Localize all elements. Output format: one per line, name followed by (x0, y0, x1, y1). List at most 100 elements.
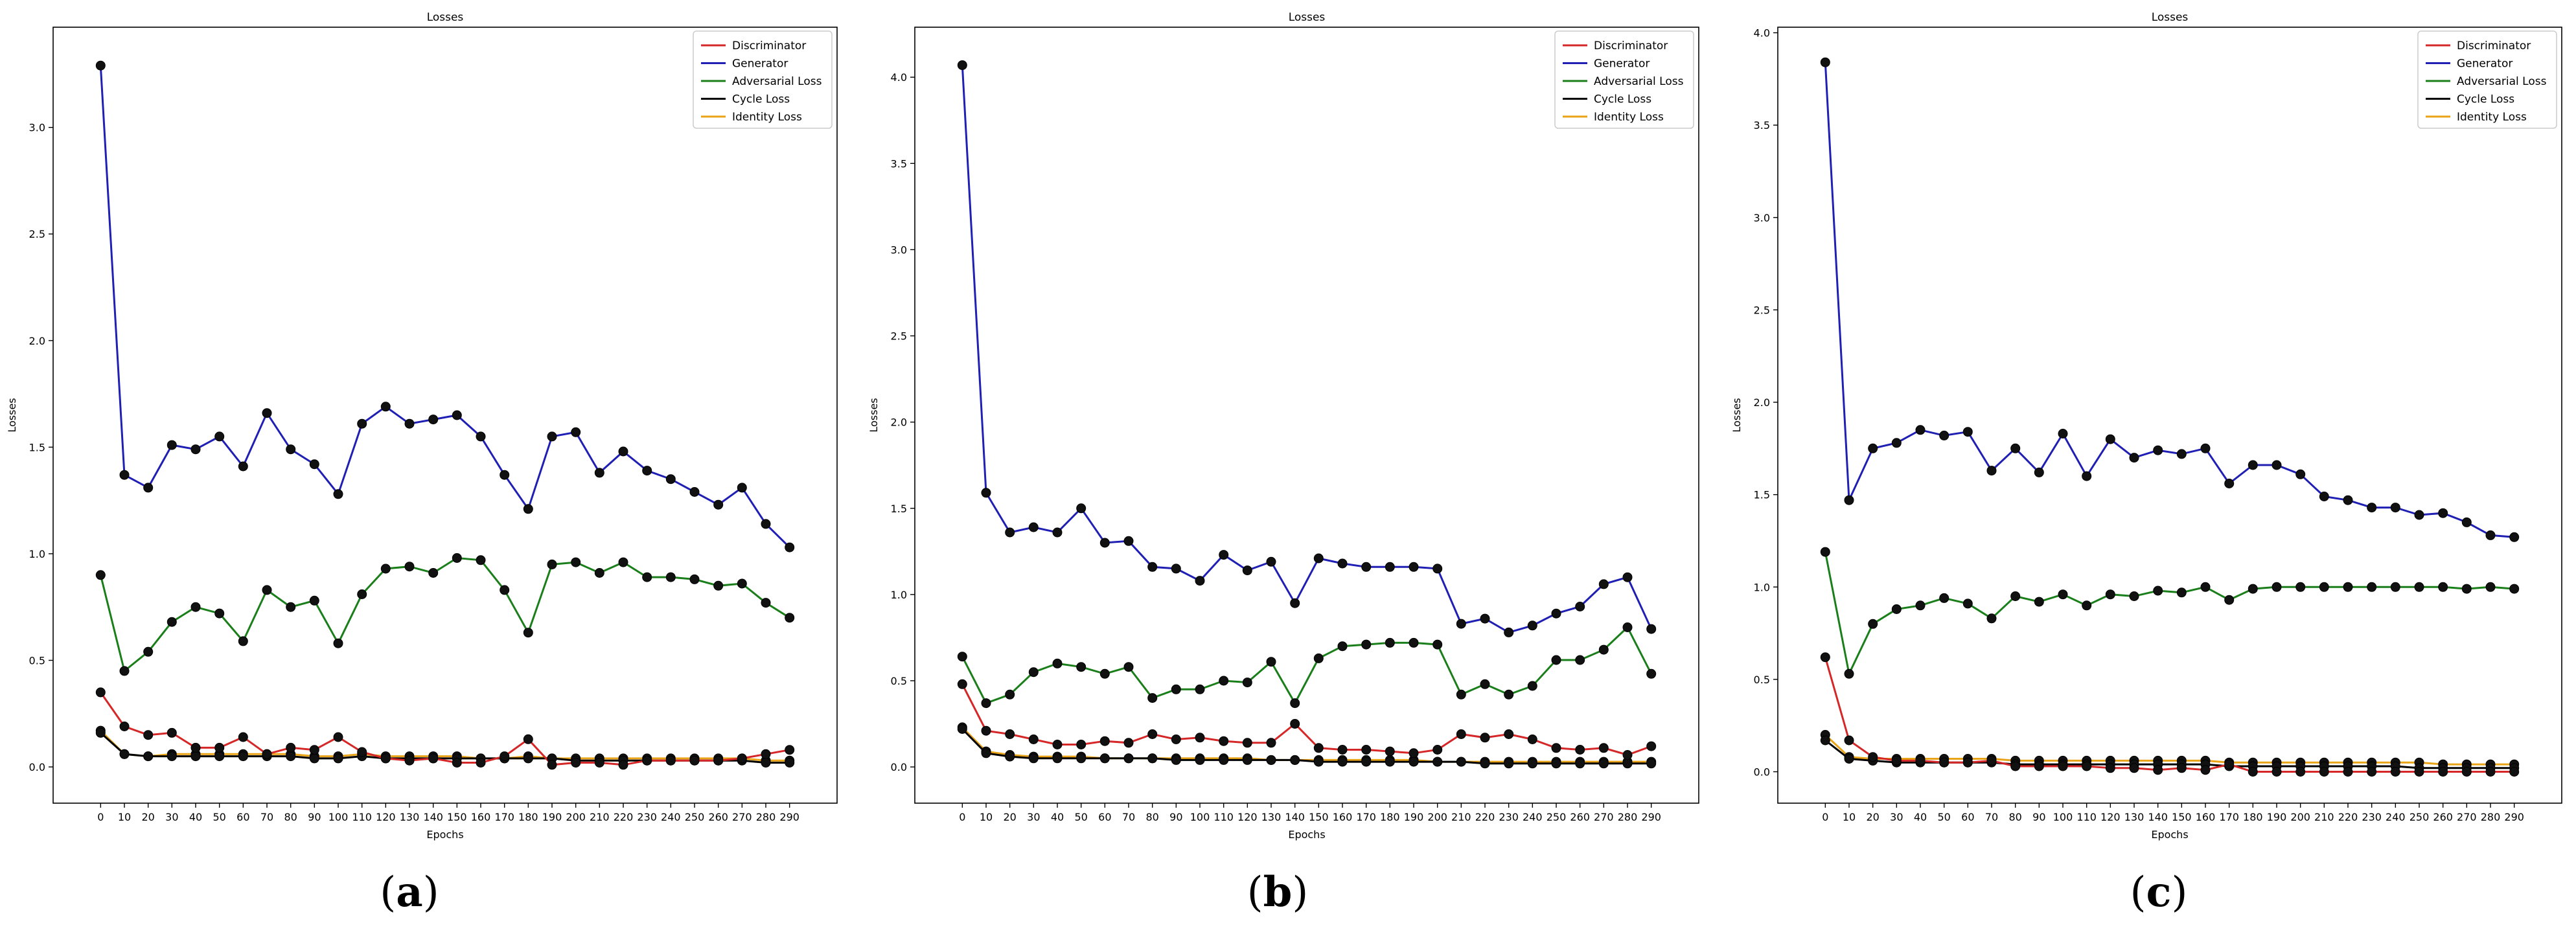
data-point-cycle-loss (1646, 758, 1657, 769)
data-point-generator (571, 427, 581, 437)
data-point-cycle-loss (1820, 735, 1830, 746)
x-tick-label: 40 (189, 811, 202, 823)
data-point-discriminator (2224, 759, 2235, 769)
series-line-discriminator (961, 683, 1652, 757)
data-point-adversarial-loss (2461, 584, 2472, 594)
data-point-cycle-loss (1266, 755, 1276, 765)
data-point-discriminator (1480, 733, 1490, 743)
data-point-generator (1575, 602, 1585, 611)
data-point-cycle-loss (1099, 753, 1110, 764)
data-point-generator (2390, 503, 2400, 513)
x-tick-label: 110 (1213, 811, 1234, 823)
data-point-discriminator (1099, 736, 1110, 746)
data-point-cycle-loss (119, 749, 130, 759)
x-tick-label: 180 (1380, 811, 1400, 823)
x-tick-label: 50 (1074, 811, 1087, 823)
x-tick-label: 90 (1169, 811, 1182, 823)
x-tick-label: 290 (2504, 811, 2524, 823)
data-point-discriminator (476, 758, 486, 768)
series-line-discriminator (1824, 657, 2514, 773)
data-point-generator (476, 431, 486, 442)
x-tick-label: 120 (2100, 811, 2121, 823)
x-tick-label: 10 (118, 811, 131, 823)
data-point-discriminator (2485, 767, 2496, 777)
data-point-generator (2295, 469, 2306, 479)
x-tick-label: 70 (260, 811, 273, 823)
data-point-adversarial-loss (547, 559, 557, 569)
data-point-adversarial-loss (262, 585, 272, 595)
x-tick-label: 280 (1618, 811, 1638, 823)
chart-panel-2: Losses 0.0 0.5 1.0 1.5 2.0 2.5 3.0 3.5 4.0 0 10 20 30… (868, 11, 1699, 841)
x-tick-label: 60 (1961, 811, 1974, 823)
data-point-adversarial-loss (1313, 653, 1324, 663)
y-tick-label: 1.0 (891, 589, 907, 601)
data-point-adversarial-loss (1242, 678, 1252, 688)
data-point-discriminator (2058, 761, 2068, 771)
data-point-cycle-loss (1551, 758, 1561, 769)
x-tick-label: 150 (1309, 811, 1329, 823)
data-point-discriminator (571, 758, 581, 768)
x-tick-label: 180 (518, 811, 538, 823)
x-tick-label: 30 (1027, 811, 1040, 823)
data-point-discriminator (1456, 729, 1466, 739)
data-point-discriminator (737, 753, 747, 764)
x-tick-label: 230 (637, 811, 657, 823)
x-tick-label: 190 (542, 811, 562, 823)
data-point-discriminator (380, 753, 391, 764)
y-tick-label: 2.0 (891, 416, 907, 429)
data-point-generator (1939, 430, 1949, 440)
axes-frame (52, 27, 838, 804)
data-point-cycle-loss (1504, 758, 1514, 769)
x-tick-label: 40 (1914, 811, 1927, 823)
data-point-discriminator (547, 760, 557, 770)
data-point-discriminator (452, 758, 462, 768)
data-point-generator (2414, 510, 2424, 520)
data-point-discriminator (2461, 767, 2472, 777)
data-point-generator (1028, 522, 1039, 532)
data-point-cycle-loss (981, 748, 991, 758)
data-point-generator (1385, 562, 1395, 572)
x-tick-label: 220 (2338, 811, 2358, 823)
x-tick-label: 80 (2008, 811, 2021, 823)
data-point-generator (2271, 460, 2282, 470)
data-point-discriminator (1385, 746, 1395, 757)
data-point-discriminator (2034, 761, 2044, 771)
x-tick-label: 220 (1475, 811, 1495, 823)
y-tick-label: 1.5 (891, 503, 907, 515)
caption-b: (b) (1247, 868, 1309, 917)
data-point-cycle-loss (761, 758, 771, 768)
x-tick-label: 130 (400, 811, 420, 823)
data-point-adversarial-loss (2509, 584, 2520, 594)
x-tick-label: 240 (1523, 811, 1543, 823)
data-point-discriminator (2295, 767, 2306, 777)
data-point-adversarial-loss (1361, 639, 1372, 650)
data-point-generator (689, 487, 700, 497)
x-tick-label: 110 (352, 811, 372, 823)
data-point-discriminator (333, 732, 343, 742)
data-point-cycle-loss (1409, 757, 1419, 767)
series-line-generator (961, 65, 1653, 634)
data-point-generator (523, 504, 533, 514)
data-point-generator (981, 488, 991, 498)
data-point-adversarial-loss (1290, 698, 1300, 709)
y-tick-label: 2.5 (29, 228, 45, 240)
data-point-discriminator (713, 755, 724, 766)
data-point-discriminator (1622, 750, 1633, 760)
y-axis-label: Losses (6, 398, 18, 432)
data-point-adversarial-loss (2319, 582, 2329, 592)
data-point-adversarial-loss (689, 574, 700, 584)
x-axis-label: Epochs (426, 828, 463, 841)
data-point-discriminator (1005, 729, 1015, 739)
x-tick-label: 200 (1427, 811, 1447, 823)
data-point-adversarial-loss (594, 568, 604, 578)
series-line-cycle-loss (961, 728, 1651, 765)
data-point-adversarial-loss (2010, 591, 2021, 601)
data-point-adversarial-loss (2343, 582, 2353, 592)
data-point-cycle-loss (1361, 757, 1372, 767)
data-point-adversarial-loss (1171, 684, 1181, 694)
data-point-cycle-loss (1171, 755, 1181, 765)
data-point-discriminator (1986, 755, 1997, 766)
data-point-adversarial-loss (1076, 662, 1087, 672)
legend-label: Generator (1594, 58, 1650, 71)
data-point-adversarial-loss (2438, 582, 2448, 592)
